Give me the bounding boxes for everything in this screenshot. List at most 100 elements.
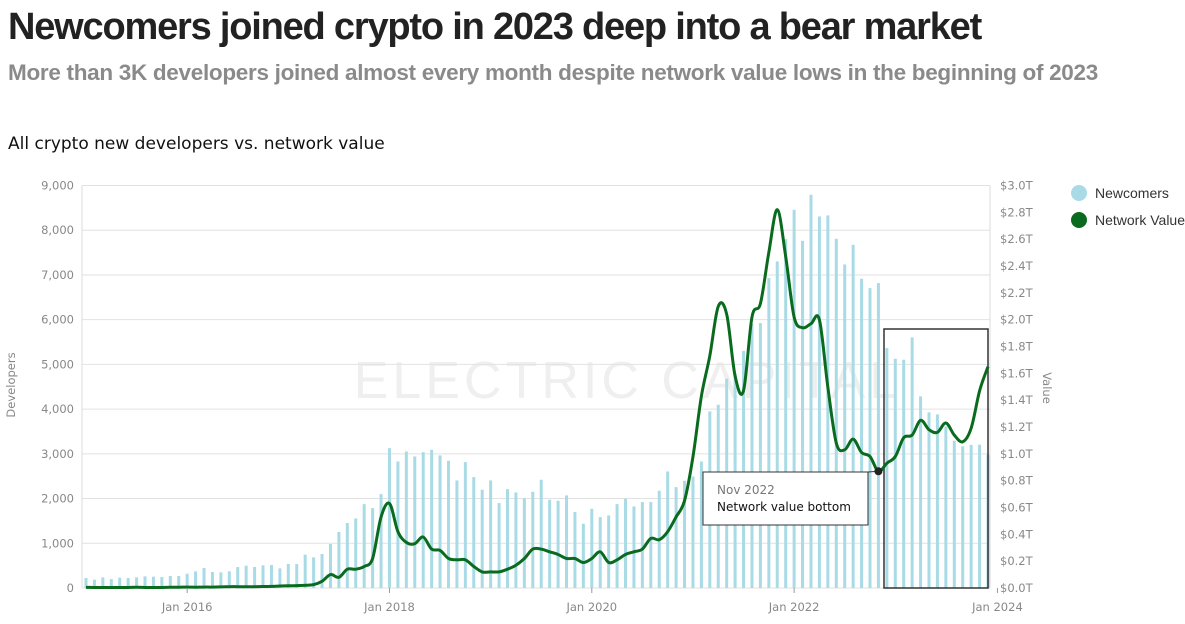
newcomers-bar [607, 515, 611, 588]
right-tick-label: $1.0T [1000, 447, 1034, 461]
legend-newcomers-swatch [1071, 185, 1087, 201]
legend: Newcomers Network Value [1071, 185, 1185, 228]
newcomers-bar [699, 461, 703, 588]
newcomers-bar [438, 455, 442, 588]
left-tick-label: 6,000 [41, 313, 74, 327]
annotation-date: Nov 2022 [717, 483, 775, 497]
newcomers-bar [472, 477, 476, 588]
newcomers-bar [236, 567, 240, 588]
network-value-line [85, 208, 990, 589]
left-tick-label: 7,000 [41, 268, 74, 282]
x-tick-label: Jan 2018 [363, 600, 415, 614]
newcomers-bar [758, 323, 762, 588]
newcomers-bar [168, 576, 172, 588]
newcomers-bar [944, 426, 948, 588]
annotation: Nov 2022 Network value bottom [702, 467, 883, 526]
newcomers-bar [261, 565, 265, 588]
newcomers-bar [573, 512, 577, 588]
newcomers-bar [337, 532, 341, 588]
newcomers-bar [135, 577, 139, 588]
newcomers-bar [565, 495, 569, 588]
x-tick-label: Jan 2016 [161, 600, 213, 614]
newcomers-bar [194, 571, 198, 588]
legend-network-value-swatch [1071, 212, 1087, 228]
newcomers-bar [118, 577, 122, 588]
newcomers-bar [446, 460, 450, 588]
newcomers-bar [893, 358, 897, 588]
newcomers-bar [185, 573, 189, 588]
newcomers-bar [506, 489, 509, 588]
legend-network-value[interactable]: Network Value [1095, 212, 1185, 228]
left-tick-label: 4,000 [41, 402, 74, 416]
legend-newcomers[interactable]: Newcomers [1095, 185, 1169, 201]
newcomers-bar [868, 288, 872, 588]
newcomers-bar [345, 523, 349, 588]
newcomers-bar [876, 283, 880, 588]
newcomers-bar [489, 480, 493, 588]
newcomers-bar [286, 564, 290, 588]
newcomers-bar [792, 209, 796, 588]
newcomers-bar [784, 239, 788, 588]
right-tick-label: $2.4T [1000, 259, 1034, 273]
x-tick-label: Jan 2022 [768, 600, 820, 614]
newcomers-bar [227, 571, 231, 588]
newcomers-bar [480, 489, 484, 588]
newcomers-bar [151, 576, 155, 588]
newcomers-bar [219, 572, 223, 588]
newcomers-bar [404, 451, 408, 588]
x-tick-label: Jan 2024 [971, 600, 1023, 614]
newcomers-bar [371, 508, 375, 588]
annotation-text: Network value bottom [717, 500, 851, 514]
newcomers-bar [885, 348, 889, 588]
x-tick-label: Jan 2020 [565, 600, 617, 614]
left-tick-label: 5,000 [41, 357, 74, 371]
newcomers-bar [320, 554, 324, 588]
newcomers-bar [935, 414, 939, 588]
right-tick-label: $1.2T [1000, 420, 1034, 434]
newcomers-bar [826, 215, 830, 588]
right-tick-label: $2.0T [1000, 313, 1034, 327]
newcomers-bar [109, 579, 113, 588]
newcomers-bar [379, 494, 383, 588]
newcomers-bar [902, 359, 906, 588]
left-tick-label: 0 [67, 581, 74, 595]
right-tick-label: $0.6T [1000, 501, 1034, 515]
newcomers-bar [801, 240, 805, 588]
right-tick-label: $0.2T [1000, 554, 1034, 568]
newcomers-bar [969, 444, 973, 588]
left-axis-label: Developers [4, 352, 18, 417]
newcomers-bar [430, 449, 434, 588]
right-tick-label: $1.8T [1000, 340, 1034, 354]
newcomers-bar [269, 565, 273, 588]
newcomers-bar [817, 216, 821, 588]
right-axis-label: Value [1040, 372, 1054, 404]
newcomers-bar [362, 504, 366, 588]
newcomers-bar [674, 487, 678, 588]
newcomers-bar [210, 572, 214, 588]
newcomers-bar [775, 261, 779, 588]
newcomers-bar [961, 446, 965, 588]
newcomers-bar [354, 518, 358, 588]
newcomers-bar [615, 504, 619, 588]
right-tick-label: $0.8T [1000, 474, 1034, 488]
newcomers-bar [126, 578, 130, 588]
newcomers-bar [84, 578, 88, 588]
right-tick-label: $1.6T [1000, 366, 1034, 380]
left-tick-label: 1,000 [41, 536, 74, 550]
newcomers-bar [581, 523, 585, 588]
newcomers-bar [683, 480, 687, 588]
newcomers-bar [919, 396, 923, 588]
page-title: Newcomers joined crypto in 2023 deep int… [8, 6, 982, 48]
newcomers-bar [834, 238, 838, 588]
newcomers-bar [177, 576, 181, 588]
right-tick-label: $2.6T [1000, 232, 1034, 246]
newcomers-bar [624, 498, 628, 588]
left-tick-label: 8,000 [41, 223, 74, 237]
newcomers-bar [640, 502, 644, 588]
newcomers-bar [767, 278, 771, 588]
newcomers-bar [328, 544, 332, 588]
newcomers-bar [202, 568, 206, 588]
newcomers-bar [295, 564, 299, 588]
newcomers-bar [860, 278, 864, 588]
